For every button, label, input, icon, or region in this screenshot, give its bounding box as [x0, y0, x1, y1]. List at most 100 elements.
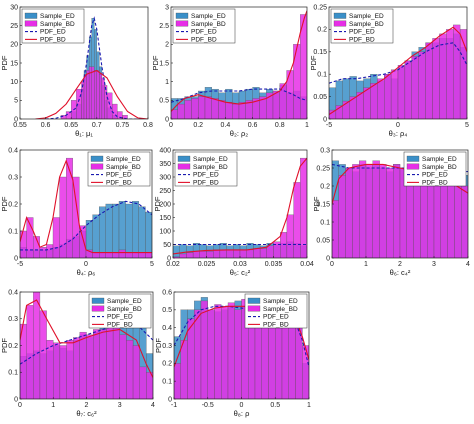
legend-sample-ed-swatch	[91, 297, 105, 304]
x-tick-label: 0.4	[221, 122, 231, 129]
legend-pdf-ed-label: PDF_ED	[40, 29, 66, 36]
line-pdf-bd	[20, 159, 152, 254]
bars-group	[171, 10, 307, 119]
y-tick-label: 0.1	[8, 370, 18, 377]
y-tick-label: 400	[159, 147, 171, 154]
x-tick-label: 0	[330, 261, 334, 268]
panel-5: 0.02 0.025 0.03 0.035 0.04 0 50 100 150 200 250 300…	[153, 147, 314, 277]
bars-group	[35, 16, 148, 119]
x-tick-label: 0	[84, 261, 88, 268]
bar-sample-bd	[239, 249, 247, 258]
bar-sample-bd	[393, 164, 401, 258]
legend-pdf-bd-label: PDF_BD	[263, 321, 289, 328]
y-tick-label: 0	[326, 255, 330, 262]
bar-sample-bd	[99, 252, 106, 258]
legend-sample-bd-label: Sample_BD	[193, 164, 228, 171]
x-tick-label: 0	[240, 402, 244, 409]
legend-sample-bd-swatch	[91, 305, 105, 312]
legend-sample-bd-label: Sample_BD	[422, 164, 457, 171]
y-tick-label: 0.4	[8, 289, 18, 296]
bar-sample-bd	[106, 326, 114, 399]
panel-7: 0 1 2 3 4 0 0.1 0.2 0.3 0.4 θ₇: c₆² PDF Sample_EDSam…	[0, 289, 155, 418]
x-axis-label: θ₂: ρ₂	[230, 129, 249, 138]
x-tick-label: 4	[151, 402, 155, 409]
y-axis-label: PDF	[312, 196, 321, 211]
y-tick-label: 0.15	[313, 49, 327, 56]
x-tick-label: 0.2	[193, 122, 203, 129]
legend-pdf-bd-label: PDF_BD	[107, 321, 133, 328]
bar-sample-bd	[272, 90, 280, 119]
x-tick-label: 1	[307, 402, 311, 409]
bar-sample-bd	[99, 74, 103, 119]
bar-sample-bd	[83, 74, 87, 119]
bar-sample-bd	[86, 70, 90, 119]
y-tick-label: 350	[159, 161, 171, 168]
y-tick-label: 0	[14, 116, 18, 123]
x-tick-label: 1	[364, 261, 368, 268]
bar-sample-bd	[379, 164, 387, 258]
x-tick-label: 0.02	[166, 261, 180, 268]
line-pdf-ed	[45, 16, 148, 119]
x-tick-label: 0.6	[248, 122, 258, 129]
bar-sample-bd	[440, 178, 448, 258]
legend-sample-bd-swatch	[175, 20, 189, 27]
bar-sample-bd	[425, 42, 433, 119]
bar-sample-bd	[427, 175, 435, 258]
legend-pdf-ed-label: PDF_ED	[422, 172, 448, 179]
bar-sample-bd	[386, 167, 394, 258]
y-tick-label: 300	[159, 174, 171, 181]
bar-sample-bd	[363, 87, 371, 119]
x-tick-label: -0.5	[202, 402, 214, 409]
bar-sample-bd	[221, 306, 229, 399]
x-tick-label: 0.035	[265, 261, 283, 268]
y-tick-label: 0	[167, 255, 171, 262]
y-axis-label: PDF	[153, 196, 162, 211]
bar-sample-bd	[177, 103, 185, 119]
bar-sample-bd	[225, 102, 233, 119]
panel-6: 0 1 2 3 4 0 0.05 0.1 0.15 0.2 0.25 0.3 θ₆: c₄² PDF Sam…	[312, 147, 470, 277]
y-tick-label: 0.5	[159, 98, 169, 105]
y-axis-label: PDF	[151, 55, 160, 70]
y-tick-label: 0	[168, 396, 172, 403]
x-tick-label: 0	[18, 402, 22, 409]
bar-sample-bd	[20, 230, 27, 258]
bar-sample-bd	[372, 160, 380, 258]
bar-sample-ed	[132, 201, 139, 258]
bar-sample-bd	[218, 100, 226, 119]
line-pdf-ed	[329, 42, 467, 84]
x-tick-label: 0	[396, 122, 400, 129]
x-tick-label: 1	[51, 402, 55, 409]
y-axis-label: PDF	[0, 338, 9, 353]
legend-pdf-bd-label: PDF_BD	[191, 36, 217, 43]
bar-sample-bd	[93, 329, 100, 399]
bar-sample-bd	[66, 339, 74, 399]
bar-sample-bd	[73, 337, 80, 399]
x-axis-label: θ₆: c₄²	[390, 268, 411, 277]
bar-sample-bd	[411, 56, 419, 119]
x-tick-label: 0.7	[92, 122, 102, 129]
panel-4: -5 0 500.10.20.30.4θ₄: ρ₆PDFSample_EDSampl…	[0, 147, 154, 277]
line-pdf-ed	[20, 200, 152, 251]
bar-sample-bd	[92, 252, 100, 258]
panel-1: 0.55 0.6 0.65 0.7 0.75 0.8 0 5 10 15 20 25 30 θ₁: μ₁ P…	[0, 4, 153, 138]
bar-sample-bd	[106, 92, 113, 119]
bar-sample-bd	[184, 100, 192, 119]
legend-sample-ed-label: Sample_ED	[40, 13, 75, 20]
bar-sample-bd	[112, 252, 120, 258]
line-pdf-ed	[171, 88, 307, 103]
line-pdf-ed	[20, 323, 153, 365]
y-tick-label: 0.25	[313, 4, 327, 11]
legend-sample-ed-label: Sample_ED	[191, 13, 226, 20]
bar-sample-bd	[146, 372, 153, 399]
x-tick-label: 0.5	[270, 402, 280, 409]
bar-sample-bd	[53, 342, 61, 399]
y-axis-label: PDF	[0, 55, 9, 70]
legend-pdf-ed-label: PDF_ED	[191, 29, 217, 36]
bar-sample-bd	[447, 182, 455, 258]
y-tick-label: 1.5	[159, 60, 169, 67]
bar-sample-bd	[219, 249, 227, 258]
bar-sample-bd	[126, 339, 134, 399]
